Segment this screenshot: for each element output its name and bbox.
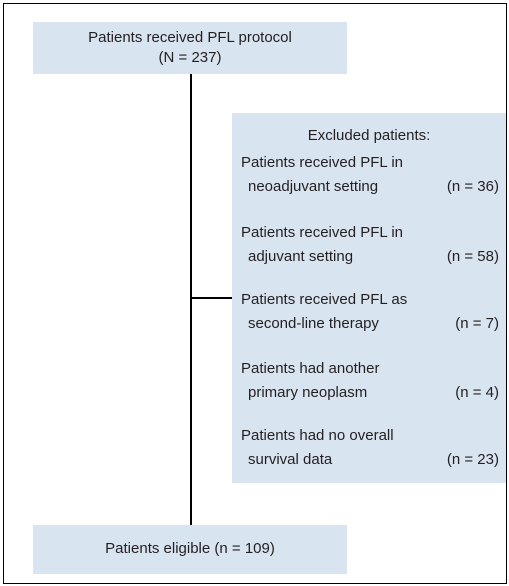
- excluded-item-line: survival data: [248, 451, 333, 468]
- excluded-item-count: (n = 7): [455, 315, 499, 332]
- excluded-item-count: (n = 36): [446, 178, 499, 195]
- excluded-item-line: Patients had no overall: [241, 427, 394, 444]
- top-box: Patients received PFL protocol (N = 237): [33, 22, 347, 74]
- excluded-item-count: (n = 58): [446, 248, 499, 265]
- bottom-box: Patients eligible (n = 109): [33, 525, 347, 574]
- bottom-box-text: Patients eligible (n = 109): [105, 540, 275, 557]
- excluded-item-line: Patients had another: [241, 360, 380, 377]
- excluded-item-line: Patients received PFL as: [241, 291, 408, 308]
- excluded-item-line: Patients received PFL in: [241, 154, 404, 171]
- excluded-item-count: (n = 23): [446, 451, 499, 468]
- excluded-item-line: neoadjuvant setting: [248, 178, 379, 195]
- excluded-item-line: adjuvant setting: [248, 248, 354, 265]
- connector-horizontal: [190, 297, 232, 299]
- connector-vertical: [190, 74, 192, 525]
- excluded-item-count: (n = 4): [455, 384, 499, 401]
- excluded-title: Excluded patients:: [307, 127, 431, 144]
- excluded-item-line: Patients received PFL in: [241, 224, 404, 241]
- top-box-line: (N = 237): [158, 49, 222, 66]
- top-box-line: Patients received PFL protocol: [88, 29, 292, 46]
- excluded-box: Excluded patients: Patients received PFL…: [232, 113, 506, 483]
- excluded-item-line: primary neoplasm: [248, 384, 368, 401]
- excluded-item-line: second-line therapy: [248, 315, 379, 332]
- frame: [3, 3, 507, 584]
